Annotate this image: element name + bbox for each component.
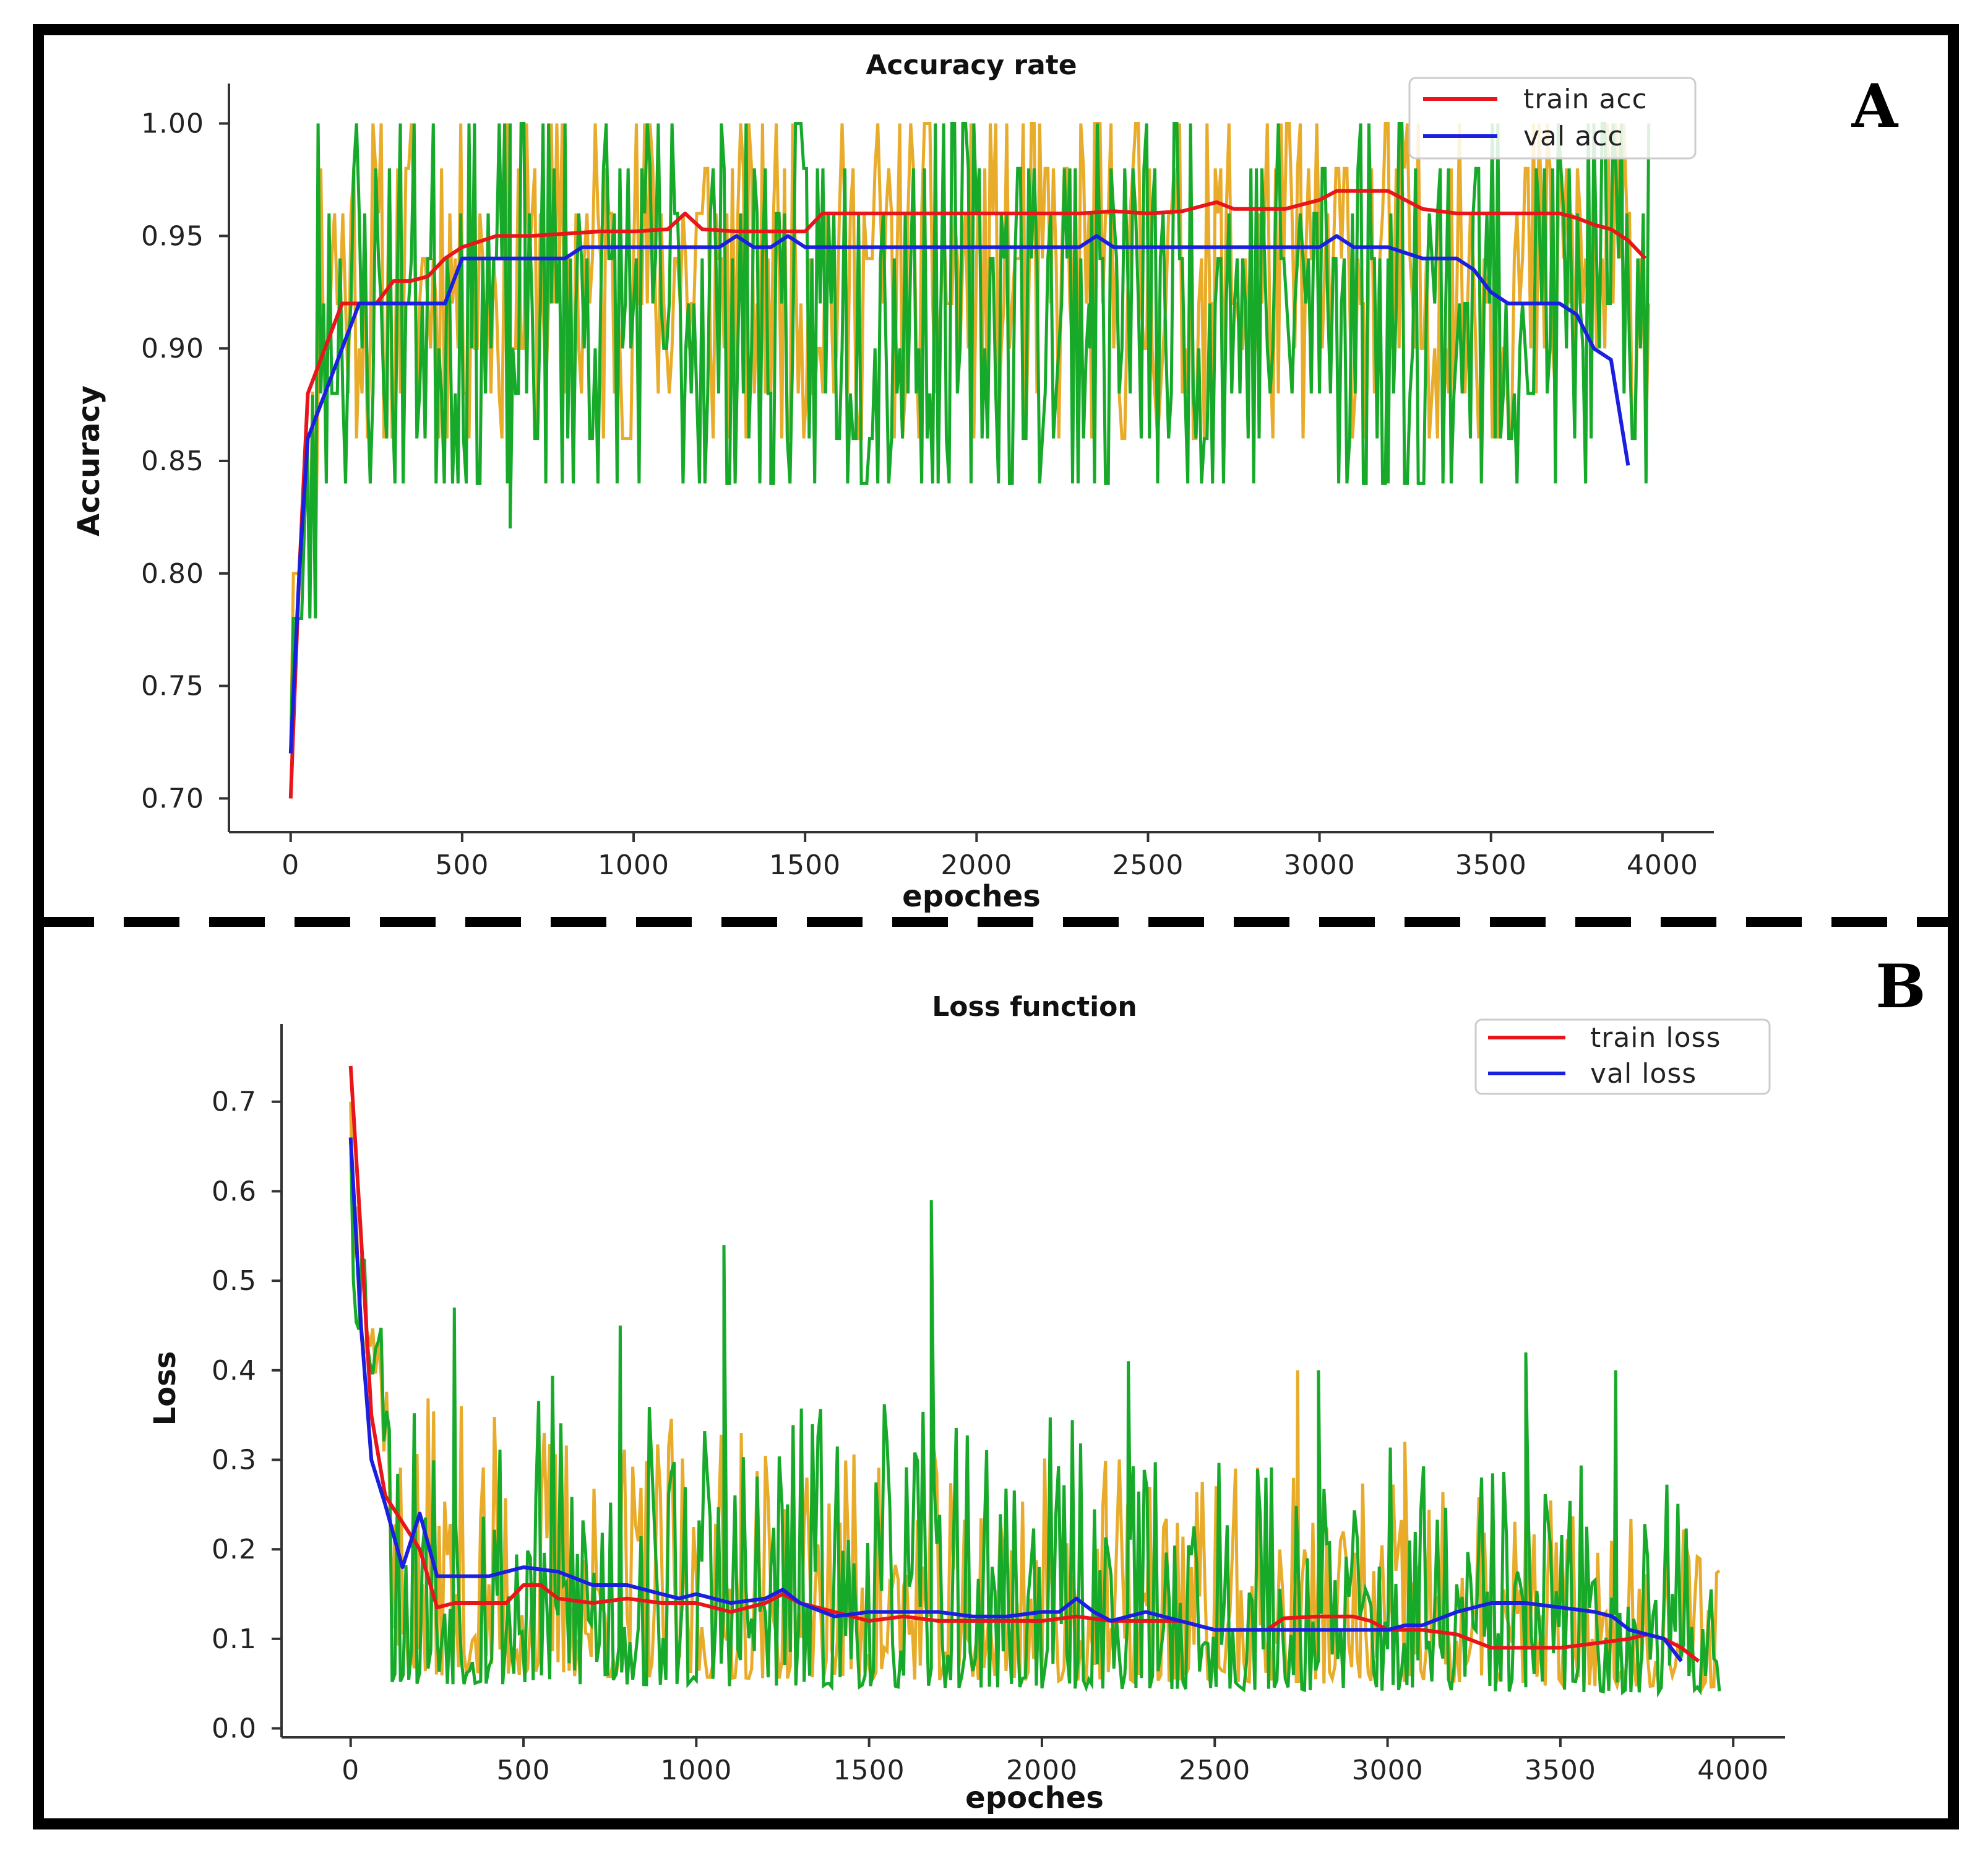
x-tick-label: 1500 [769,849,841,881]
y-tick-label: 0.75 [141,671,204,702]
x-tick-label: 500 [435,849,489,881]
legend-label-train: train acc [1523,84,1648,115]
series-line-val-loss [348,1137,1683,1662]
y-tick-label: 0.3 [212,1444,257,1476]
y-tick-label: 0.1 [212,1623,257,1655]
x-tick-label: 2500 [1112,849,1184,881]
x-tick-label: 3500 [1525,1755,1596,1786]
y-tick-label: 0.2 [212,1534,257,1565]
x-tick-label: 500 [497,1755,551,1786]
x-axis-label: epoches [902,879,1041,914]
x-tick-label: 0 [282,849,299,881]
series-line-train-loss [348,1065,1700,1663]
loss-chart: B Loss function epoches Loss 0 500 1000 150… [148,952,1926,1815]
chart-title: Accuracy rate [866,49,1077,81]
panel-letter-a: A [1851,71,1899,141]
legend-label-val: val acc [1523,121,1624,152]
series-line-val-acc [288,234,1630,754]
legend: train acc val acc [1408,77,1697,160]
y-tick-label: 0.0 [212,1713,257,1745]
plot-area: 0 500 1000 1500 2000 2500 3000 3500 4000 0.70 0.75… [141,84,1714,881]
y-tick-label: 0.7 [212,1086,257,1118]
plot-area: 0 500 1000 1500 2000 2500 3000 3500 4000 0.0 0.1 0.… [212,1024,1785,1786]
y-tick-label: 0.6 [212,1176,257,1207]
y-tick-label: 0.95 [141,220,204,252]
x-tick-label: 3000 [1352,1755,1424,1786]
x-tick-label: 4000 [1627,849,1698,881]
legend: train loss val loss [1474,1018,1771,1095]
y-tick-label: 0.90 [141,333,204,364]
x-tick-label: 1000 [660,1755,732,1786]
y-tick-label: 1.00 [141,108,204,140]
x-tick-label: 0 [342,1755,359,1786]
x-tick-label: 1500 [833,1755,905,1786]
legend-label-val: val loss [1590,1058,1697,1090]
y-tick-label: 0.4 [212,1355,257,1387]
x-tick-label: 3500 [1455,849,1527,881]
raw-series-line [289,122,1651,754]
y-tick-label: 0.85 [141,445,204,477]
x-tick-label: 3000 [1284,849,1356,881]
y-tick-label: 0.70 [141,783,204,814]
chart-title: Loss function [932,991,1137,1023]
x-tick-label: 2000 [940,849,1012,881]
y-tick-label: 0.5 [212,1265,257,1297]
accuracy-chart: A Accuracy rate epoches Accuracy 0 500 100… [72,49,1899,914]
x-tick-label: 4000 [1697,1755,1769,1786]
panel-letter-b: B [1875,952,1926,1021]
raw-series-line [349,1137,1721,1698]
series-line-train-acc [288,189,1647,799]
x-tick-label: 1000 [598,849,669,881]
legend-label-train: train loss [1590,1022,1721,1054]
x-tick-label: 2500 [1179,1755,1250,1786]
y-axis-label: Accuracy [72,385,106,536]
x-tick-label: 2000 [1006,1755,1078,1786]
x-axis-label: epoches [965,1781,1104,1815]
y-axis-label: Loss [148,1351,183,1426]
y-tick-label: 0.80 [141,558,204,590]
